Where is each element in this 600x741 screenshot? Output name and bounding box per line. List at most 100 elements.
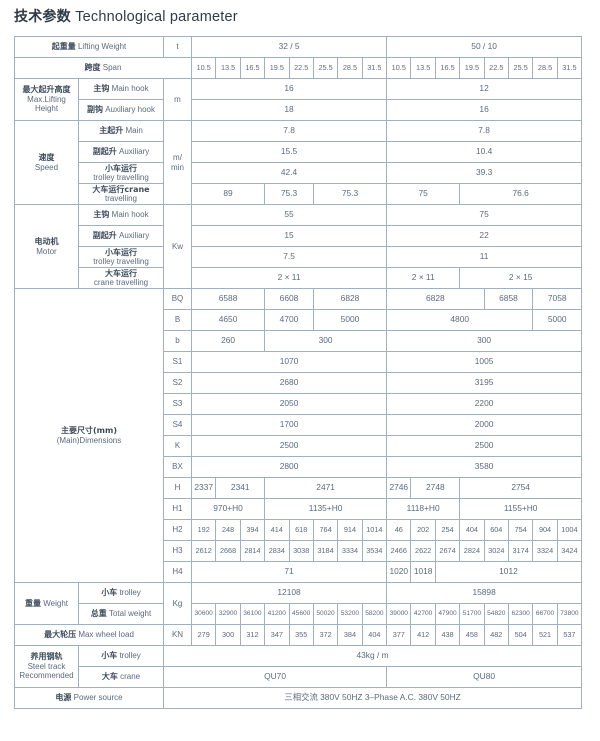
weight-total-value-13: 54820 — [483, 603, 509, 625]
dimension-value-H: 2754 — [459, 477, 583, 499]
dimension-value-H3: 2668 — [215, 540, 241, 562]
span-value-13: 22.5 — [483, 57, 509, 79]
row-motor-crane-travelling: 大车运行 crane travelling 2 × 11 2 × 11 2 × 15 — [15, 267, 583, 289]
span-value-14: 25.5 — [507, 57, 534, 79]
dimension-value-H3: 2834 — [264, 540, 290, 562]
steel-track-trolley-value: 43kg / m — [162, 645, 583, 667]
dimension-value-H2: 404 — [459, 519, 485, 541]
dimension-code-H2: H2 — [163, 519, 192, 541]
main-hook-height-a: 16 — [190, 78, 388, 100]
dimension-value-BQ: 6588 — [190, 288, 266, 310]
row-motor-3: 小车运行 trolley travelling 7.5 11 — [15, 246, 583, 268]
max-wheel-load-value-3: 312 — [239, 624, 266, 646]
dimension-value-H3: 3024 — [483, 540, 509, 562]
span-value-11: 16.5 — [434, 57, 461, 79]
span-value-2: 13.5 — [215, 57, 241, 79]
spec-table-wrap: 起重量 Lifting Weight t 32 / 5 50 / 10 跨度 Span 1… — [14, 36, 583, 709]
weight-trolley-b: 15898 — [386, 582, 583, 604]
dimension-value-H1: 1118+H0 — [386, 498, 461, 520]
max-wheel-load-value-16: 537 — [556, 624, 583, 646]
speed-crane-travelling-value: 75.3 — [312, 183, 388, 205]
span-value-8: 31.5 — [361, 57, 388, 79]
power-source-label: 电源 Power source — [14, 687, 164, 709]
weight-total-label: 总重 Total weight — [78, 603, 164, 625]
span-value-3: 16.5 — [239, 57, 266, 79]
dimension-value-S3: 2200 — [386, 393, 583, 415]
speed-crane-travelling-value: 75.3 — [264, 183, 314, 205]
dimension-value-B: 5000 — [312, 309, 388, 331]
weight-total-value-10: 42700 — [410, 603, 436, 625]
page-title-cn: 技术参数 — [14, 9, 71, 25]
motor-crane-travelling-value: 2 × 11 — [386, 267, 461, 289]
motor-value-a-1: 55 — [190, 204, 388, 226]
dimension-value-B: 5000 — [532, 309, 583, 331]
max-lifting-height-unit: m — [163, 78, 192, 121]
dimension-value-H2: 754 — [507, 519, 534, 541]
dimension-value-H2: 46 — [386, 519, 412, 541]
max-wheel-load-value-6: 372 — [312, 624, 339, 646]
row-max-lifting-height-main: 最大起升高度 Max.Lifting Height 主钩 Main hook m 16 12 — [14, 78, 583, 121]
row-steel-track-crane: 大车 crane QU70 QU80 — [15, 666, 583, 688]
dimension-value-H: 2337 — [190, 477, 217, 499]
dimension-value-H3: 2674 — [434, 540, 461, 562]
lifting-weight-label: 起重量 Lifting Weight — [14, 36, 164, 58]
dimension-code-S3: S3 — [163, 393, 192, 415]
speed-label-2: 副起升 Auxiliary — [78, 141, 164, 163]
weight-total-value-11: 47900 — [434, 603, 461, 625]
dimension-value-H3: 3174 — [507, 540, 534, 562]
dimension-value-H2: 254 — [434, 519, 461, 541]
max-wheel-load-value-15: 521 — [532, 624, 558, 646]
dimension-code-H4: H4 — [163, 561, 192, 583]
dimension-value-H3: 2814 — [239, 540, 266, 562]
weight-total-value-3: 36100 — [239, 603, 266, 625]
technological-parameter-table: 起重量 Lifting Weight t 32 / 5 50 / 10 跨度 Span 1… — [14, 36, 583, 709]
span-value-6: 25.5 — [312, 57, 339, 79]
row-dimension-b: b 260 300 300 — [15, 330, 583, 352]
dimension-value-BQ: 7058 — [532, 288, 583, 310]
dimension-value-BQ: 6858 — [483, 288, 534, 310]
steel-track-crane-b: QU80 — [386, 666, 583, 688]
span-value-7: 28.5 — [337, 57, 363, 79]
row-motor-2: 副起升 Auxiliary 15 22 — [15, 225, 583, 247]
auxiliary-hook-height-b: 16 — [386, 99, 583, 121]
weight-group: 重量 Weight — [14, 582, 79, 625]
motor-label-2: 副起升 Auxiliary — [78, 225, 164, 247]
dimension-value-H3: 2612 — [190, 540, 217, 562]
dimension-value-H2: 618 — [288, 519, 314, 541]
speed-crane-travelling-value: 76.6 — [459, 183, 583, 205]
max-wheel-load-label: 最大轮压 Max wheel load — [14, 624, 164, 646]
row-motor-1: 电动机 Motor 主钩 Main hook Kw 55 75 — [14, 204, 583, 289]
dimension-value-b: 260 — [190, 330, 266, 352]
max-wheel-load-value-13: 482 — [483, 624, 509, 646]
max-wheel-load-value-9: 377 — [386, 624, 412, 646]
dimension-value-K: 2500 — [386, 435, 583, 457]
spec-table-body: 起重量 Lifting Weight t 32 / 5 50 / 10 跨度 Span 1… — [14, 36, 583, 709]
speed-value-b-3: 39.3 — [386, 162, 583, 184]
dimension-value-H4: 1012 — [434, 561, 583, 583]
dimension-value-H1: 970+H0 — [190, 498, 266, 520]
dimension-value-H3: 2824 — [459, 540, 485, 562]
dimension-value-H: 2341 — [215, 477, 266, 499]
dimension-value-BQ: 6828 — [386, 288, 485, 310]
dimension-value-H1: 1135+H0 — [264, 498, 388, 520]
span-value-9: 10.5 — [386, 57, 412, 79]
row-speed-crane-travelling: 大车运行crane travelling 89 75.3 75.3 75 76.6 — [15, 183, 583, 205]
motor-value-a-2: 15 — [190, 225, 388, 247]
row-dimension-S3: S3 2050 2200 — [15, 393, 583, 415]
main-hook-label: 主钩 Main hook — [78, 78, 164, 100]
page-title-en: Technological parameter — [75, 9, 238, 25]
speed-value-a-2: 15.5 — [190, 141, 388, 163]
row-dimension-K: K 2500 2500 — [15, 435, 583, 457]
span-value-12: 19.5 — [459, 57, 485, 79]
max-lifting-height-group: 最大起升高度 Max.Lifting Height — [14, 78, 79, 121]
span-value-15: 28.5 — [532, 57, 558, 79]
dimension-value-H2: 1004 — [556, 519, 583, 541]
dimension-code-H3: H3 — [163, 540, 192, 562]
motor-label-3: 小车运行 trolley travelling — [78, 246, 164, 268]
motor-value-b-3: 11 — [386, 246, 583, 268]
auxiliary-hook-height-a: 18 — [190, 99, 388, 121]
weight-total-value-1: 30600 — [190, 603, 217, 625]
dimension-code-S1: S1 — [163, 351, 192, 373]
dimension-value-H4: 1020 — [386, 561, 412, 583]
